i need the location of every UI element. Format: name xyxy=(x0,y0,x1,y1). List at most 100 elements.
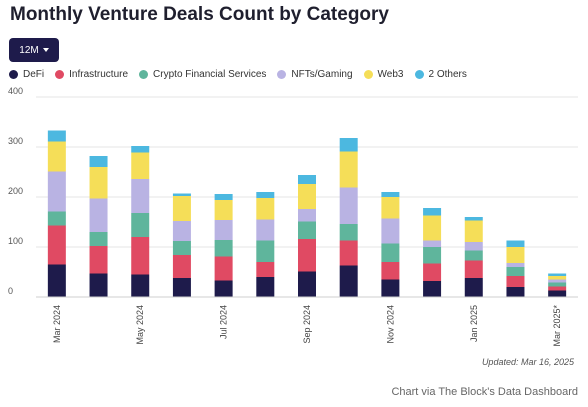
bar-segment-web3[interactable] xyxy=(548,276,567,280)
bar-segment-defi[interactable] xyxy=(423,281,442,297)
bar-segment-defi[interactable] xyxy=(214,280,233,298)
bar-segment-web3[interactable] xyxy=(423,215,442,241)
y-tick-label: 400 xyxy=(8,86,23,96)
bar-segment-crypto-financial-services[interactable] xyxy=(464,250,483,261)
bar-segment-nfts-gaming[interactable] xyxy=(214,220,233,240)
bar-segment-defi[interactable] xyxy=(47,264,66,298)
bar-segment-defi[interactable] xyxy=(464,278,483,297)
bar-segment-crypto-financial-services[interactable] xyxy=(214,240,233,257)
y-tick-label: 200 xyxy=(8,186,23,196)
bar-segment-web3[interactable] xyxy=(214,200,233,220)
bar-segment-web3[interactable] xyxy=(381,197,400,219)
bar-segment-infrastructure[interactable] xyxy=(172,255,191,278)
legend-item-nfts-gaming[interactable]: NFTs/Gaming xyxy=(277,69,353,80)
bar-segment-crypto-financial-services[interactable] xyxy=(89,232,108,246)
bar-segment-crypto-financial-services[interactable] xyxy=(298,221,316,240)
bar-segment-web3[interactable] xyxy=(339,151,358,188)
bar-segment-2-others[interactable] xyxy=(506,240,525,248)
bar-segment-defi[interactable] xyxy=(548,290,567,298)
bar-segment-infrastructure[interactable] xyxy=(89,246,108,274)
bar-segment-nfts-gaming[interactable] xyxy=(131,179,150,213)
bar-segment-2-others[interactable] xyxy=(256,192,275,198)
bar-segment-crypto-financial-services[interactable] xyxy=(172,241,191,255)
bar-segment-nfts-gaming[interactable] xyxy=(506,263,525,267)
bar-segment-defi[interactable] xyxy=(506,287,525,297)
bar-segment-defi[interactable] xyxy=(89,273,108,298)
bar-segment-infrastructure[interactable] xyxy=(464,260,483,279)
bar-segment-nfts-gaming[interactable] xyxy=(339,187,358,225)
legend-item-others[interactable]: 2 Others xyxy=(414,69,467,80)
bar-segment-2-others[interactable] xyxy=(423,208,442,216)
bar-segment-nfts-gaming[interactable] xyxy=(381,218,400,244)
x-tick-label: Jan 2025 xyxy=(469,305,479,342)
bar-segment-defi[interactable] xyxy=(339,265,358,298)
bar-segment-infrastructure[interactable] xyxy=(339,240,358,266)
bar-segment-crypto-financial-services[interactable] xyxy=(381,243,400,263)
bar-segment-infrastructure[interactable] xyxy=(131,237,150,275)
bar-segment-crypto-financial-services[interactable] xyxy=(256,240,275,263)
bar-segment-crypto-financial-services[interactable] xyxy=(506,267,525,276)
bar-segment-infrastructure[interactable] xyxy=(214,256,233,281)
legend-item-crypto-financial-services[interactable]: Crypto Financial Services xyxy=(139,69,266,80)
legend-label: Web3 xyxy=(377,69,404,80)
bar-segment-nfts-gaming[interactable] xyxy=(298,209,316,222)
chart-credit: Chart via The Block's Data Dashboard xyxy=(391,386,578,398)
bar-segment-defi[interactable] xyxy=(298,271,316,298)
bar-segment-nfts-gaming[interactable] xyxy=(172,221,191,241)
x-tick-label: Nov 2024 xyxy=(385,305,395,344)
stacked-bar-chart: 0 100 200 300 400 Mar 2024 May 2024 Jul 2024 Sep… xyxy=(8,86,578,347)
bar-segment-nfts-gaming[interactable] xyxy=(256,219,275,241)
bar-segment-2-others[interactable] xyxy=(214,194,233,200)
bar-segment-infrastructure[interactable] xyxy=(256,262,275,277)
bar-segment-infrastructure[interactable] xyxy=(548,286,567,291)
updated-timestamp: Updated: Mar 16, 2025 xyxy=(481,357,574,367)
bar-segment-2-others[interactable] xyxy=(464,217,483,221)
legend-item-defi[interactable]: DeFi xyxy=(9,69,44,80)
bar-segment-defi[interactable] xyxy=(172,278,191,297)
bar-segment-crypto-financial-services[interactable] xyxy=(131,213,150,237)
bar-segment-crypto-financial-services[interactable] xyxy=(339,224,358,241)
bar-segment-infrastructure[interactable] xyxy=(381,262,400,280)
bar-segment-2-others[interactable] xyxy=(298,175,316,184)
bar-segment-defi[interactable] xyxy=(256,277,275,297)
bar-segment-nfts-gaming[interactable] xyxy=(89,198,108,233)
x-tick-label: May 2024 xyxy=(135,305,145,345)
bar-segment-nfts-gaming[interactable] xyxy=(548,279,567,283)
bar-segment-infrastructure[interactable] xyxy=(47,225,66,265)
bar-segment-2-others[interactable] xyxy=(381,192,400,197)
bar-segment-web3[interactable] xyxy=(256,198,275,220)
bar-segment-2-others[interactable] xyxy=(131,146,150,153)
x-tick-label: Mar 2024 xyxy=(52,305,62,343)
legend-swatch xyxy=(139,70,149,79)
bar-segment-web3[interactable] xyxy=(47,141,66,172)
bar-segment-defi[interactable] xyxy=(131,274,150,298)
bar-segment-nfts-gaming[interactable] xyxy=(423,240,442,248)
legend-item-web3[interactable]: Web3 xyxy=(363,69,404,80)
bar-segment-crypto-financial-services[interactable] xyxy=(548,282,567,287)
legend-swatch xyxy=(55,70,65,79)
bar-segment-infrastructure[interactable] xyxy=(423,263,442,282)
legend-label: NFTs/Gaming xyxy=(291,69,353,80)
x-tick-label: Jul 2024 xyxy=(219,305,229,339)
bar-segment-infrastructure[interactable] xyxy=(506,276,525,287)
bar-segment-web3[interactable] xyxy=(506,247,525,263)
bar-segment-2-others[interactable] xyxy=(339,138,358,152)
legend-label: 2 Others xyxy=(428,69,467,80)
bar-segment-web3[interactable] xyxy=(131,152,150,180)
bar-segment-2-others[interactable] xyxy=(47,130,66,142)
bar-segment-web3[interactable] xyxy=(298,184,316,209)
bar-segment-2-others[interactable] xyxy=(172,193,191,197)
bar-segment-2-others[interactable] xyxy=(89,156,108,167)
bar-segment-nfts-gaming[interactable] xyxy=(47,171,66,212)
bar-segment-defi[interactable] xyxy=(381,279,400,298)
bar-segment-web3[interactable] xyxy=(89,167,108,199)
time-range-dropdown[interactable]: 12M xyxy=(9,38,59,62)
legend-item-infrastructure[interactable]: Infrastructure xyxy=(55,69,128,80)
bar-segment-nfts-gaming[interactable] xyxy=(464,242,483,251)
bar-segment-infrastructure[interactable] xyxy=(298,239,316,272)
bar-segment-crypto-financial-services[interactable] xyxy=(423,247,442,264)
bar-segment-web3[interactable] xyxy=(172,196,191,221)
bar-segment-crypto-financial-services[interactable] xyxy=(47,211,66,226)
bar-segment-2-others[interactable] xyxy=(548,273,567,277)
bar-segment-web3[interactable] xyxy=(464,220,483,243)
